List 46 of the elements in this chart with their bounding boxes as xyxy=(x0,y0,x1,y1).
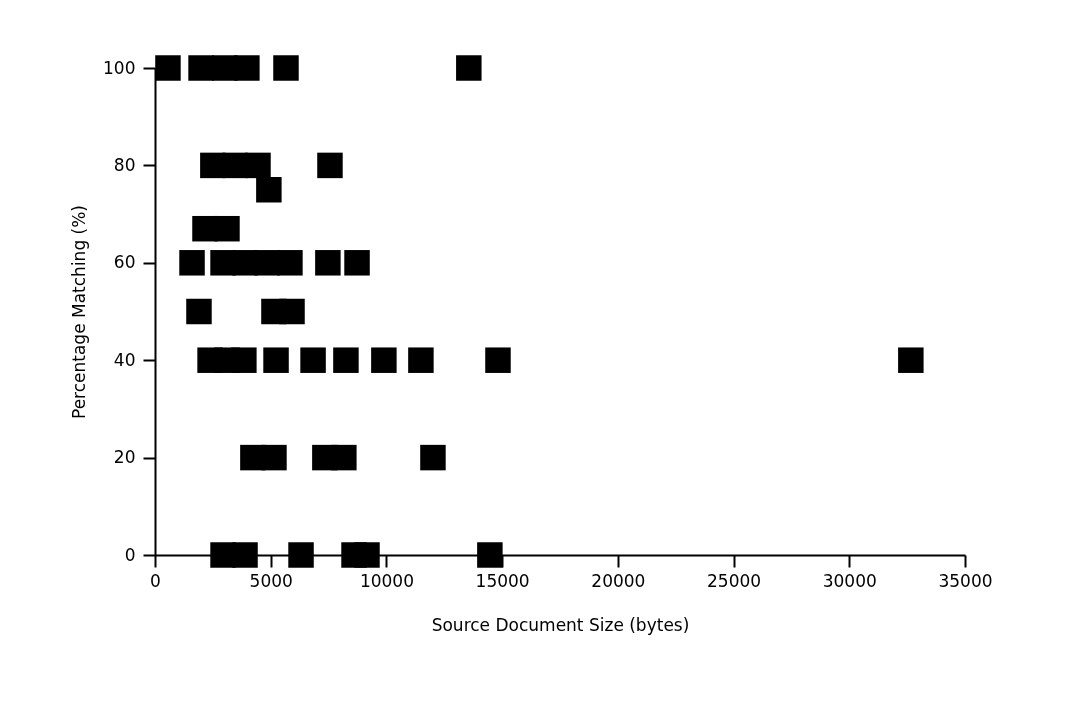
point xyxy=(333,347,359,373)
point xyxy=(273,55,299,81)
y-tick-label: 40 xyxy=(113,349,136,370)
point xyxy=(456,55,482,81)
x-tick-label: 15000 xyxy=(475,570,530,591)
point xyxy=(155,55,181,81)
y-tick-label: 100 xyxy=(103,57,136,78)
x-tick-label: 0 xyxy=(150,570,161,591)
point xyxy=(188,55,214,81)
point xyxy=(288,542,314,568)
point xyxy=(263,347,289,373)
point xyxy=(420,444,446,471)
point xyxy=(277,250,303,276)
point xyxy=(408,347,434,373)
point xyxy=(214,215,240,242)
y-axis-title: Percentage Matching (%) xyxy=(69,204,90,420)
point xyxy=(232,542,258,568)
point xyxy=(261,444,287,471)
point xyxy=(485,347,511,373)
x-tick-label: 10000 xyxy=(359,570,414,591)
y-tick-label: 20 xyxy=(113,447,136,468)
point xyxy=(344,250,370,276)
point xyxy=(231,347,257,373)
point xyxy=(300,347,326,373)
x-tick-label: 35000 xyxy=(938,570,993,591)
point xyxy=(331,444,357,471)
point xyxy=(245,152,271,179)
point xyxy=(179,250,205,276)
y-tick-label: 60 xyxy=(113,252,136,273)
x-tick-label: 30000 xyxy=(822,570,877,591)
x-tick-label: 20000 xyxy=(591,570,646,591)
x-axis-title: Source Document Size (bytes) xyxy=(431,614,690,635)
point xyxy=(354,542,380,568)
point xyxy=(279,298,305,325)
x-tick-label: 25000 xyxy=(707,570,762,591)
point xyxy=(371,347,397,373)
point xyxy=(256,177,282,203)
y-tick-label: 0 xyxy=(124,544,136,565)
point xyxy=(898,347,924,373)
point xyxy=(477,542,503,568)
point xyxy=(317,152,343,179)
point xyxy=(186,298,212,325)
x-tick-label: 5000 xyxy=(249,570,293,591)
point xyxy=(234,55,260,81)
y-tick-label: 80 xyxy=(113,154,136,175)
point xyxy=(315,250,341,276)
